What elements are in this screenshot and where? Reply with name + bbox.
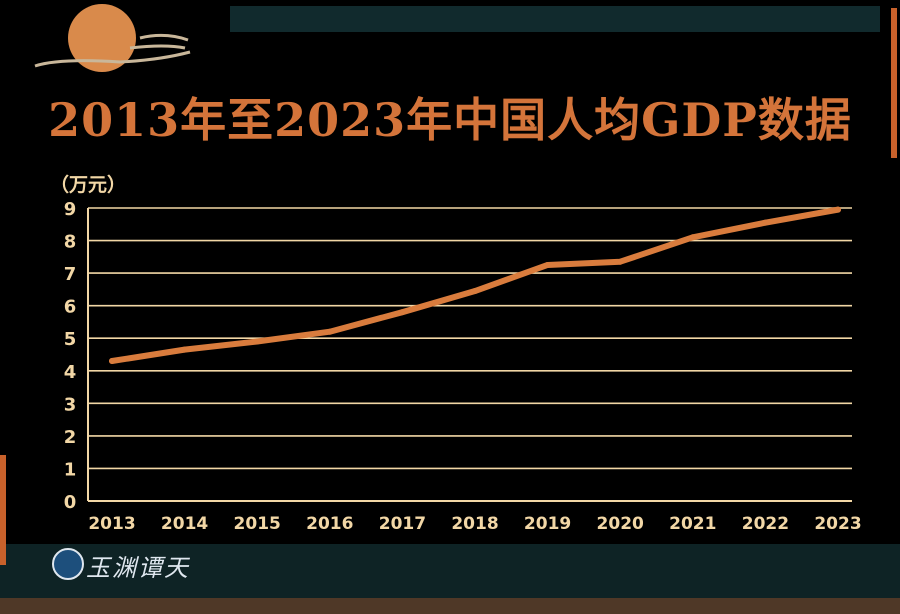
data-point-2014 bbox=[181, 346, 188, 353]
x-tick-label-2018: 2018 bbox=[451, 514, 498, 534]
y-tick-label-0: 0 bbox=[64, 492, 77, 513]
x-tick-label-2013: 2013 bbox=[88, 514, 135, 534]
y-axis-unit: （万元） bbox=[50, 174, 127, 196]
y-tick-label-2: 2 bbox=[64, 427, 77, 448]
accent-bar-left bbox=[0, 455, 6, 565]
data-point-2015 bbox=[254, 338, 261, 345]
y-tick-label-5: 5 bbox=[64, 329, 77, 350]
data-point-2013 bbox=[109, 358, 115, 365]
accent-bar-right bbox=[891, 8, 897, 158]
x-tick-label-2017: 2017 bbox=[379, 514, 426, 534]
brand-name: 玉渊谭天 bbox=[86, 554, 190, 582]
wave-bottom-accent bbox=[0, 598, 900, 614]
data-point-2022 bbox=[762, 219, 769, 226]
data-point-2020 bbox=[617, 258, 624, 265]
y-tick-label-1: 1 bbox=[64, 459, 77, 480]
y-tick-label-9: 9 bbox=[64, 199, 77, 220]
x-tick-label-2022: 2022 bbox=[742, 514, 789, 534]
data-point-2016 bbox=[326, 328, 333, 335]
data-point-2017 bbox=[399, 309, 406, 316]
moon-icon bbox=[68, 4, 136, 72]
cloud-icon bbox=[34, 50, 191, 68]
x-tick-label-2015: 2015 bbox=[234, 514, 281, 534]
data-point-2023 bbox=[835, 206, 841, 213]
x-tick-label-2016: 2016 bbox=[306, 514, 353, 534]
x-tick-label-2021: 2021 bbox=[669, 514, 716, 534]
chart-title: 2013年至2023年中国人均GDP数据 bbox=[48, 93, 852, 147]
x-tick-label-2014: 2014 bbox=[161, 514, 208, 534]
x-tick-label-2023: 2023 bbox=[814, 514, 861, 534]
x-tick-label-2020: 2020 bbox=[597, 514, 644, 534]
x-tick-label-2019: 2019 bbox=[524, 514, 571, 534]
cloud-icon-2 bbox=[129, 33, 189, 50]
y-tick-label-3: 3 bbox=[64, 394, 77, 415]
y-tick-label-6: 6 bbox=[64, 297, 77, 318]
data-point-2018 bbox=[472, 288, 478, 295]
wave-bottom bbox=[0, 544, 900, 614]
data-point-2021 bbox=[689, 234, 696, 241]
brand-logo-icon bbox=[52, 548, 84, 580]
data-point-2019 bbox=[544, 261, 551, 268]
y-tick-label-7: 7 bbox=[64, 264, 77, 285]
y-tick-label-4: 4 bbox=[64, 362, 77, 383]
wave-top bbox=[230, 6, 880, 32]
y-tick-label-8: 8 bbox=[64, 232, 77, 253]
